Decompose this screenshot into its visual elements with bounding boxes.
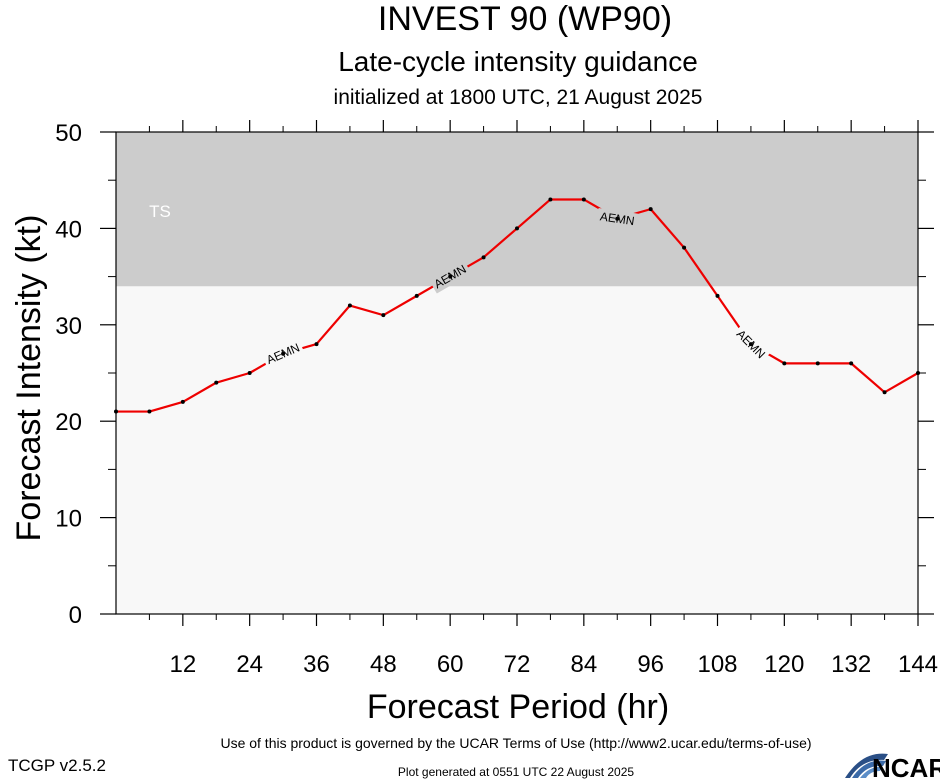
series-point [180,399,185,404]
terms-of-use: Use of this product is governed by the U… [220,735,811,751]
series-point [615,216,620,221]
x-tick-label: 108 [697,651,737,678]
chart-title: INVEST 90 (WP90) [378,0,672,38]
series-segment [884,372,919,394]
ncar-logo-text: NCAR [872,753,940,780]
series-point [916,371,920,375]
plot-generated: Plot generated at 0551 UTC 22 August 202… [398,765,634,779]
series-point [448,274,453,279]
series-segment [182,381,217,403]
series-point [548,197,553,202]
series-segment [315,304,351,345]
y-axis-label: Forecast Intensity (kt) [10,215,48,542]
init-time: initialized at 1800 UTC, 21 August 2025 [334,86,703,109]
series-point [882,390,887,395]
x-tick-label: 132 [831,651,871,678]
series-segment [382,294,418,317]
version-label: TCGP v2.5.2 [8,756,106,775]
series-point [849,361,854,366]
series-point [648,207,653,212]
ncar-swoosh-icon [845,753,888,778]
y-tick-label: 30 [55,313,82,340]
band-label: TS [149,202,171,221]
series-point [381,313,386,318]
series-point [715,293,720,298]
series-segment [516,198,552,230]
axis-ticks: 12 24 36 48 60 72 84 96 108 120 132 144 0 10 20 30 40 50 [55,120,938,678]
series-segment [215,371,250,384]
x-tick-label: 144 [898,651,938,678]
series-point [815,361,820,366]
series-segment [850,362,886,394]
series-segment [649,208,685,249]
series-point [281,351,286,356]
x-tick-label: 24 [236,651,263,678]
x-tick-label: 48 [370,651,397,678]
x-tick-label: 96 [637,651,664,678]
x-tick-label: 72 [504,651,531,678]
x-tick-label: 36 [303,651,330,678]
series-point [247,371,252,375]
band-ts [116,132,918,287]
series-segment [683,247,719,297]
series-point [114,409,118,414]
series-point [782,361,787,366]
y-tick-label: 0 [69,602,82,629]
series-point [748,342,753,347]
ncar-logo: NCAR [845,753,940,780]
series-segment [482,227,518,259]
x-tick-label: 60 [437,651,464,678]
series-point [147,409,152,414]
series-point [515,226,519,231]
series-point [414,293,419,298]
series-point [214,380,219,385]
intensity-bands: TS [116,132,918,287]
series-point [347,303,352,308]
y-tick-label: 40 [55,216,82,243]
series-point [682,245,687,250]
series-point [314,342,319,347]
x-tick-label: 120 [764,651,804,678]
series-point [581,197,586,202]
y-tick-label: 20 [55,409,82,436]
chart-subtitle: Late-cycle intensity guidance [338,46,698,77]
x-tick-label: 12 [169,651,196,678]
series-segment [349,304,384,317]
y-tick-label: 50 [55,120,82,147]
series-segment [149,400,184,413]
x-axis-label: Forecast Period (hr) [367,688,669,726]
x-tick-label: 84 [570,651,597,678]
y-tick-label: 10 [55,506,82,533]
series-point [481,255,486,260]
